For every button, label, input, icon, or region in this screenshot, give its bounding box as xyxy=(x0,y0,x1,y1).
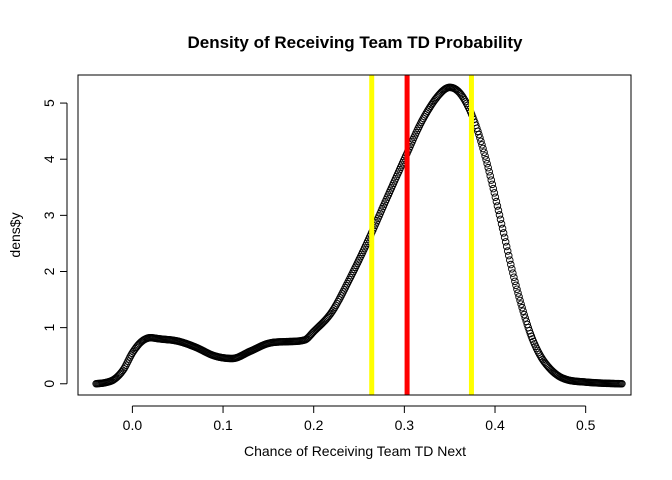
density-point xyxy=(517,300,525,308)
density-point xyxy=(488,180,497,189)
density-point xyxy=(336,294,344,302)
y-tick-label: 2 xyxy=(41,267,57,275)
density-point xyxy=(534,348,543,357)
density-point xyxy=(460,95,469,104)
density-point xyxy=(479,144,487,153)
y-tick-label: 1 xyxy=(41,324,57,332)
plot-frame xyxy=(77,74,632,396)
density-point xyxy=(121,363,129,371)
density-point xyxy=(512,281,520,290)
density-point xyxy=(475,130,483,139)
density-point xyxy=(333,299,341,308)
density-point xyxy=(332,301,340,310)
density-point xyxy=(503,247,512,255)
y-tick-label: 3 xyxy=(41,211,57,219)
density-point xyxy=(516,296,524,305)
density-point xyxy=(486,172,494,180)
density-point xyxy=(509,269,517,277)
density-point xyxy=(120,365,128,373)
density-point xyxy=(519,307,527,315)
density-point xyxy=(489,184,498,193)
density-point xyxy=(335,296,343,304)
density-point xyxy=(507,260,515,269)
y-tick-label: 0 xyxy=(41,380,57,388)
density-point xyxy=(514,289,522,297)
density-point xyxy=(482,156,490,164)
density-point xyxy=(494,206,503,215)
density-point xyxy=(502,242,511,251)
density-point xyxy=(511,277,519,286)
x-tick-label: 0.5 xyxy=(576,417,596,433)
density-point xyxy=(478,141,486,149)
density-point xyxy=(461,97,470,106)
density-point xyxy=(492,197,501,206)
density-point xyxy=(418,116,427,124)
x-axis-label: Chance of Receiving Team TD Next xyxy=(244,443,466,459)
density-point xyxy=(491,193,500,201)
density-point xyxy=(513,285,521,293)
density-point xyxy=(518,303,526,312)
plot-area xyxy=(92,75,626,395)
density-point xyxy=(500,233,509,242)
x-tick-label: 0.3 xyxy=(395,417,415,433)
density-point xyxy=(334,298,342,306)
y-axis: 0 1 2 3 4 5 xyxy=(41,99,68,388)
x-tick-label: 0.2 xyxy=(304,417,324,433)
density-point xyxy=(496,215,505,224)
density-point xyxy=(484,163,492,172)
x-axis: 0.0 0.1 0.2 0.3 0.4 0.5 xyxy=(123,405,596,433)
y-tick-label: 5 xyxy=(41,99,57,107)
x-tick-label: 0.4 xyxy=(485,417,505,433)
density-point xyxy=(416,120,425,128)
chart-title: Density of Receiving Team TD Probability xyxy=(187,33,523,52)
density-point xyxy=(493,202,502,210)
density-point xyxy=(618,380,626,388)
density-point xyxy=(495,211,504,219)
density-point xyxy=(498,224,507,233)
density-point xyxy=(510,273,518,282)
density-point xyxy=(476,134,484,142)
density-point xyxy=(483,159,491,168)
density-point xyxy=(490,189,499,197)
density-point xyxy=(506,256,514,264)
density-point xyxy=(474,127,482,136)
density-point xyxy=(480,148,488,156)
x-tick-label: 0.1 xyxy=(213,417,233,433)
density-point xyxy=(481,152,489,160)
density-point xyxy=(521,314,529,322)
y-tick-label: 4 xyxy=(41,155,57,163)
density-point xyxy=(477,137,485,146)
density-point xyxy=(499,229,508,237)
y-axis-label: dens$y xyxy=(7,212,23,257)
density-point xyxy=(515,293,523,301)
density-point xyxy=(501,238,510,246)
density-point xyxy=(497,220,506,228)
density-point xyxy=(487,176,496,184)
density-point xyxy=(520,310,528,319)
density-point xyxy=(505,251,513,260)
density-point xyxy=(485,167,493,176)
density-point xyxy=(508,265,516,273)
x-tick-label: 0.0 xyxy=(123,417,143,433)
density-point xyxy=(417,118,426,126)
